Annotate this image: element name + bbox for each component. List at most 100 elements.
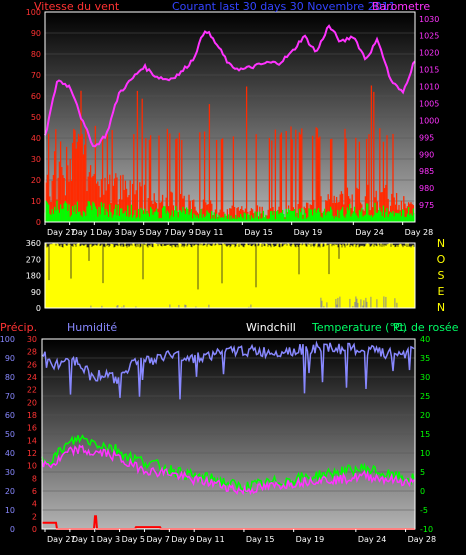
humidity-y-tick-label: 40 (5, 449, 15, 458)
direction-series (44, 243, 415, 308)
wind-y-tick-label: 100 (26, 8, 41, 17)
precip-y-tick-label: 8 (32, 474, 37, 483)
temperature-line (41, 434, 415, 494)
baro-y-tick-label: 1030 (419, 15, 439, 24)
baro-y-tick-label: 1020 (419, 49, 439, 58)
direction-y-tick-label: 90 (31, 288, 41, 297)
wind-y-tick-label: 0 (36, 218, 41, 227)
direction-y-tick-label: 180 (26, 272, 41, 281)
precip-y-tick-label: 0 (32, 525, 37, 534)
x-tick-label: Day 9 (171, 535, 194, 544)
x-tick-label: Day 1 (72, 228, 95, 237)
temp-y-tick-label: -10 (420, 525, 433, 534)
humidity-title: Humidité (67, 321, 117, 334)
baro-y-tick-label: 985 (419, 167, 434, 176)
humidity-y-tick-label: 90 (5, 354, 15, 363)
precip-y-tick-label: 14 (27, 436, 37, 445)
temp-title: Temperature (°C) (311, 321, 407, 334)
humidity-y-tick-label: 30 (5, 468, 15, 477)
temp-y-tick-label: 5 (420, 468, 425, 477)
direction-y-tick-label: 0 (36, 304, 41, 313)
x-tick-label: Day 3 (96, 228, 119, 237)
wind-y-tick-label: 40 (31, 134, 41, 143)
temp-y-ticks: -10 -5 0 5 10 15 20 25 30 35 40 (420, 335, 433, 534)
precip-y-tick-label: 2 (32, 512, 37, 521)
wind-y-tick-label: 80 (31, 50, 41, 59)
baro-y-tick-label: 1015 (419, 66, 439, 75)
humidity-y-tick-label: 100 (0, 335, 15, 344)
humidity-line (41, 340, 415, 400)
precip-y-tick-label: 16 (27, 424, 37, 433)
wind-title: Vitesse du vent (34, 0, 120, 13)
x-tick-label: Day 1 (72, 535, 95, 544)
wind-y-tick-label: 10 (31, 197, 41, 206)
baro-y-tick-label: 995 (419, 133, 434, 142)
x-tick-label: Day 7 (146, 228, 169, 237)
humidity-y-tick-label: 0 (10, 525, 15, 534)
wind-y-tick-label: 70 (31, 71, 41, 80)
baro-y-tick-label: 980 (419, 184, 434, 193)
direction-panel: 0 90 180 270 360 (26, 239, 416, 313)
wind-gust-series (44, 200, 416, 222)
x-tick-label: Day 7 (146, 535, 169, 544)
x-tick-label: Day 11 (196, 535, 225, 544)
compass-label: O (437, 253, 446, 266)
dewpoint-line (41, 444, 415, 496)
humidity-y-tick-label: 70 (5, 392, 15, 401)
x-tick-label: Day 19 (296, 535, 325, 544)
direction-y-ticks: 0 90 180 270 360 (26, 239, 41, 313)
x-tick-label: Day 27 (47, 228, 76, 237)
direction-y-tick-label: 270 (26, 255, 41, 264)
wind-y-ticks: 0 10 20 30 40 50 60 70 80 90 100 (26, 8, 41, 227)
temp-y-tick-label: 30 (420, 373, 430, 382)
dew-title: Pt. de rosée (393, 321, 459, 334)
precip-y-tick-label: 20 (27, 398, 37, 407)
baro-y-tick-label: 1005 (419, 99, 439, 108)
baro-title: Barometre (372, 0, 430, 13)
humidity-y-ticks: 0 10 20 30 40 50 60 70 80 90 100 (0, 335, 15, 534)
x-tick-label: Day 9 (170, 228, 193, 237)
x-tick-label: Day 11 (195, 228, 224, 237)
temp-y-tick-label: 35 (420, 354, 430, 363)
temp-y-tick-label: 20 (420, 411, 430, 420)
wind-y-tick-label: 20 (31, 176, 41, 185)
baro-y-ticks: 975 980 985 990 995 1000 1005 1010 1015 1020 1025 1… (419, 15, 439, 210)
precip-y-tick-label: 30 (27, 335, 37, 344)
temp-y-tick-label: 0 (420, 487, 425, 496)
humidity-y-tick-label: 20 (5, 487, 15, 496)
temp-y-tick-label: 10 (420, 449, 430, 458)
x-tick-label: Day 5 (122, 535, 145, 544)
direction-y-tick-label: 360 (26, 239, 41, 248)
wind-y-tick-label: 90 (31, 29, 41, 38)
humidity-y-tick-label: 60 (5, 411, 15, 420)
baro-y-tick-label: 1025 (419, 32, 439, 41)
x-tick-label: Day 3 (97, 535, 120, 544)
x-tick-label: Day 19 (294, 228, 323, 237)
x-tick-label: Day 5 (121, 228, 144, 237)
temp-y-tick-label: 40 (420, 335, 430, 344)
x-tick-label: Day 15 (244, 228, 273, 237)
temp-y-tick-label: 25 (420, 392, 430, 401)
baro-y-tick-label: 1010 (419, 83, 439, 92)
precip-y-tick-label: 12 (27, 449, 37, 458)
baro-y-tick-label: 975 (419, 201, 434, 210)
humidity-y-tick-label: 50 (5, 430, 15, 439)
compass-label: N (437, 301, 445, 314)
precip-y-tick-label: 18 (27, 411, 37, 420)
humidity-y-tick-label: 10 (5, 506, 15, 515)
barometer-line (44, 24, 416, 148)
wind-y-tick-label: 50 (31, 113, 41, 122)
temp-y-tick-label: -5 (420, 506, 428, 515)
precip-y-tick-label: 26 (27, 360, 37, 369)
x-tick-label: Day 28 (405, 228, 434, 237)
compass-label: S (438, 269, 445, 282)
x-tick-label: Day 28 (408, 535, 437, 544)
x-tick-label: Day 27 (47, 535, 76, 544)
x-tick-label: Day 15 (246, 535, 275, 544)
precip-y-tick-label: 28 (27, 348, 37, 357)
compass-label: N (437, 237, 445, 250)
precip-y-tick-label: 4 (32, 500, 37, 509)
